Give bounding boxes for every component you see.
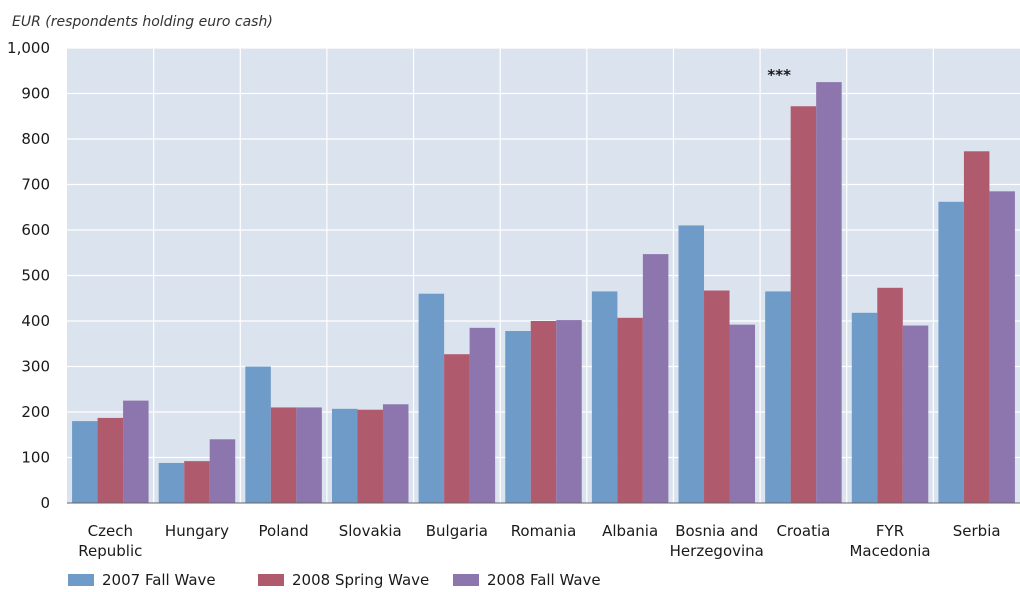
y-tick-label: 600 — [21, 221, 50, 239]
bar — [877, 287, 903, 503]
bar — [270, 407, 297, 503]
bar — [123, 400, 149, 503]
bar — [418, 293, 445, 503]
bar — [556, 320, 582, 503]
x-category-label: Czech Republic — [78, 522, 142, 560]
x-category-label: Poland — [259, 522, 309, 540]
y-tick-label: 500 — [21, 267, 50, 285]
y-axis-ticks: 0 100 200 300 400 500 600 700 800 900 1,000 — [7, 39, 50, 512]
bar — [617, 317, 643, 503]
bar — [963, 151, 990, 503]
bar — [158, 462, 185, 503]
x-category-label: Bosnia and Herzegovina — [670, 522, 764, 560]
bar — [357, 409, 383, 503]
bar — [444, 354, 470, 503]
y-tick-label: 800 — [21, 130, 50, 148]
legend-swatch — [68, 574, 94, 586]
x-category-label: Croatia — [776, 522, 830, 540]
bar — [642, 254, 669, 503]
bar — [245, 366, 271, 503]
x-axis-categories: Czech Republic Hungary Poland Slovakia Bulgar… — [78, 522, 1000, 560]
y-tick-label: 900 — [21, 85, 50, 103]
bar — [938, 201, 964, 504]
bar — [816, 82, 842, 503]
x-category-label: FYR Macedonia — [849, 522, 930, 560]
bar — [469, 327, 496, 503]
bar — [530, 321, 557, 503]
y-tick-label: 1,000 — [7, 39, 50, 57]
bar — [331, 408, 358, 503]
x-category-label: Albania — [602, 522, 658, 540]
legend: 2007 Fall Wave 2008 Spring Wave 2008 Fall … — [68, 571, 601, 589]
bar — [591, 291, 618, 503]
x-category-label: Bulgaria — [426, 522, 488, 540]
x-category-label: Romania — [511, 522, 577, 540]
plot-area: *** — [67, 47, 1020, 504]
bar — [505, 331, 531, 503]
bar — [729, 324, 756, 503]
bar — [72, 421, 98, 503]
x-category-label: Slovakia — [339, 522, 402, 540]
y-tick-label: 300 — [21, 358, 50, 376]
legend-label: 2008 Spring Wave — [292, 571, 429, 589]
bar — [184, 461, 210, 503]
y-tick-label: 0 — [40, 494, 50, 512]
y-tick-label: 200 — [21, 403, 50, 421]
bar — [790, 106, 817, 504]
bar — [382, 404, 409, 503]
legend-label: 2008 Fall Wave — [487, 571, 601, 589]
bar — [296, 407, 322, 503]
y-tick-label: 400 — [21, 312, 50, 330]
bar — [704, 290, 730, 503]
bar — [678, 225, 705, 503]
x-category-label: Serbia — [953, 522, 1001, 540]
y-tick-label: 700 — [21, 176, 50, 194]
y-axis-label: EUR (respondents holding euro cash) — [12, 14, 273, 30]
bar — [902, 325, 929, 503]
x-category-label: Hungary — [165, 522, 229, 540]
bar — [989, 191, 1015, 503]
annotation: *** — [767, 66, 791, 84]
legend-swatch — [258, 574, 284, 586]
bar — [765, 291, 791, 503]
bar — [97, 417, 124, 503]
y-tick-label: 100 — [21, 449, 50, 467]
legend-label: 2007 Fall Wave — [102, 571, 216, 589]
legend-swatch — [453, 574, 479, 586]
bar — [851, 312, 878, 503]
bar — [209, 439, 236, 503]
